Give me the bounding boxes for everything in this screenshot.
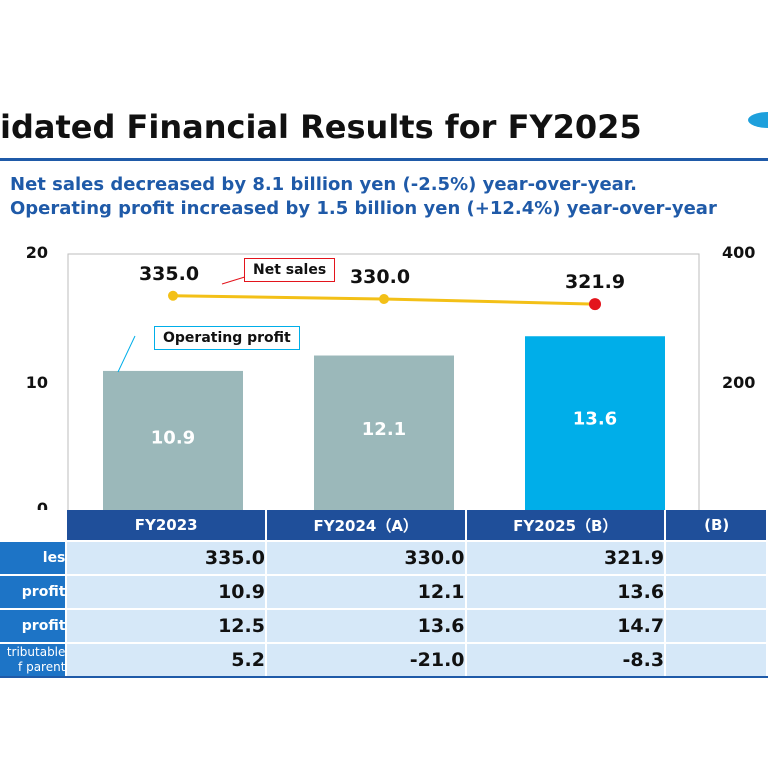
row-label-profit-attributable: tributable f parent bbox=[0, 643, 68, 678]
row-label-operating-profit: profit bbox=[0, 575, 68, 610]
table-cell-empty bbox=[665, 575, 768, 610]
left-axis-tick-0: 0 bbox=[37, 499, 48, 515]
table-row: profit 10.9 12.1 13.6 bbox=[0, 575, 768, 610]
table-cell: 10.9 bbox=[66, 575, 267, 610]
company-logo bbox=[748, 112, 768, 128]
row-label-line-1: tributable bbox=[6, 645, 66, 659]
table-cell: 5.2 bbox=[66, 643, 267, 678]
col-header-fy2023: FY2023 bbox=[66, 510, 267, 542]
table-cell-empty bbox=[665, 541, 768, 576]
row-label-line-2: f parent bbox=[18, 660, 66, 674]
net-sales-summary: Net sales decreased by 8.1 billion yen (… bbox=[10, 174, 637, 195]
net-sales-callout-pointer bbox=[221, 275, 249, 285]
operating-profit-summary: Operating profit increased by 1.5 billio… bbox=[10, 198, 717, 219]
bar-value-label: 13.6 bbox=[573, 409, 617, 430]
right-axis-tick-200: 200 bbox=[722, 373, 755, 392]
page-title: idated Financial Results for FY2025 bbox=[0, 108, 642, 146]
bar-value-label: 12.1 bbox=[362, 419, 406, 440]
net-sales-value-label: 330.0 bbox=[350, 266, 410, 288]
table-cell: 14.7 bbox=[465, 609, 667, 644]
row-label-net-sales: les bbox=[0, 541, 68, 576]
table-cell: -8.3 bbox=[465, 643, 667, 678]
table-cell: 330.0 bbox=[265, 541, 467, 576]
right-axis-tick-400: 400 bbox=[722, 243, 755, 262]
table-cell: 12.1 bbox=[265, 575, 467, 610]
net-sales-value-label: 321.9 bbox=[565, 271, 625, 293]
net-sales-callout: Net sales bbox=[244, 258, 336, 282]
table-cell: 13.6 bbox=[265, 609, 467, 644]
table-cell: 12.5 bbox=[66, 609, 267, 644]
title-divider bbox=[0, 158, 768, 161]
net-sales-point-fy2023 bbox=[168, 290, 178, 301]
operating-profit-bar-fy2025 bbox=[525, 336, 665, 511]
table-cell: 335.0 bbox=[66, 541, 267, 576]
row-label-ordinary-profit: profit bbox=[0, 609, 68, 644]
table-row: tributable f parent 5.2 -21.0 -8.3 bbox=[0, 643, 768, 678]
col-header-fy2025: FY2025（B） bbox=[465, 510, 667, 542]
table-cell: -21.0 bbox=[265, 643, 467, 678]
table-cell: 13.6 bbox=[465, 575, 667, 610]
left-axis-tick-10: 10 bbox=[26, 373, 48, 392]
net-sales-value-label: 335.0 bbox=[139, 263, 199, 285]
table-cell: 321.9 bbox=[465, 541, 667, 576]
net-sales-point-fy2024 bbox=[379, 293, 389, 304]
bar-value-label: 10.9 bbox=[151, 427, 195, 448]
operating-profit-bar-fy2023 bbox=[103, 370, 243, 511]
operating-profit-callout: Operating profit bbox=[154, 326, 300, 350]
table-corner bbox=[0, 510, 68, 542]
operating-profit-bar-fy2024 bbox=[314, 355, 454, 511]
table-row: les 335.0 330.0 321.9 bbox=[0, 541, 768, 576]
col-header-change: (B) bbox=[665, 510, 768, 542]
table-row: profit 12.5 13.6 14.7 bbox=[0, 609, 768, 644]
results-table: FY2023 FY2024（A） FY2025（B） (B) les 335.0… bbox=[0, 510, 768, 678]
net-sales-point-fy2025 bbox=[589, 298, 601, 311]
left-axis-tick-20: 20 bbox=[26, 243, 48, 262]
table-header-row: FY2023 FY2024（A） FY2025（B） (B) bbox=[0, 510, 768, 542]
col-header-fy2024: FY2024（A） bbox=[265, 510, 467, 542]
bottom-divider bbox=[0, 676, 768, 678]
table-cell-empty bbox=[665, 609, 768, 644]
table-cell-empty bbox=[665, 643, 768, 678]
operating-profit-callout-pointer bbox=[117, 335, 136, 373]
